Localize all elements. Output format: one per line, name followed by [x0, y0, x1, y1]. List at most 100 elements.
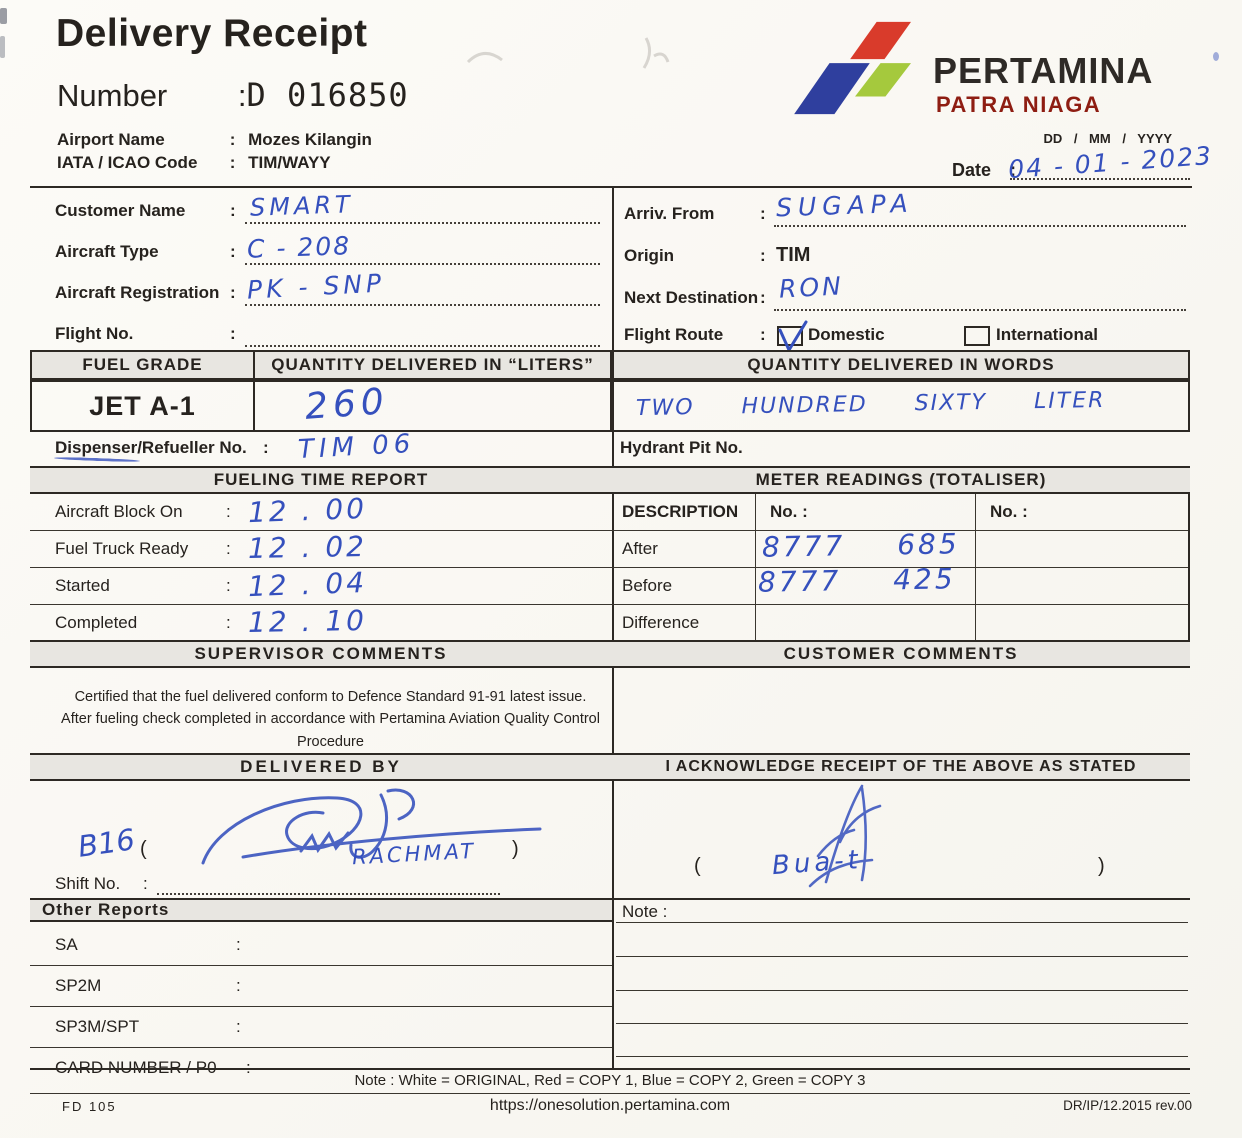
signature-delivered-by: [201, 788, 542, 865]
meter-readings-header: METER READINGS (TOTALISER): [755, 470, 1047, 489]
supervisor-comments-header: SUPERVISOR COMMENTS: [194, 644, 448, 663]
dispenser-row: Dispenser/Refueller No. : TIM 06: [30, 429, 612, 468]
handwritten-time: 12 . 00: [247, 491, 368, 530]
row-label: Aircraft Block On: [55, 502, 183, 521]
pencil-smudge: [466, 37, 670, 69]
handwritten-reading: 8777 685: [761, 527, 960, 564]
colon: :: [226, 613, 231, 632]
field-label: Customer Name: [55, 201, 186, 220]
footer-bottom-line: [30, 1093, 1190, 1094]
fuel-grade-value: JET A-1: [89, 390, 196, 421]
handwritten-time: 12 . 04: [247, 565, 368, 604]
words-header: QUANTITY DELIVERED IN WORDS: [747, 355, 1055, 374]
other-reports-band: Other Reports: [30, 898, 612, 922]
fuel-grade-header-cell: FUEL GRADE: [30, 350, 255, 380]
iata-icao-row: IATA / ICAO Code : TIM/WAYY: [57, 153, 331, 173]
colon: :: [246, 1058, 251, 1077]
note-ruled-line: [616, 1023, 1188, 1024]
international-checkbox: [964, 326, 990, 346]
hydrant-row: Hydrant Pit No.: [612, 430, 1190, 468]
row-label: Before: [622, 576, 673, 595]
dotted-line: [774, 291, 1186, 311]
fueling-time-table: Aircraft Block On : 12 . 00 Fuel Truck R…: [30, 491, 612, 644]
website-url: https://onesolution.pertamina.com: [489, 1097, 731, 1114]
field-label: Aircraft Type: [55, 242, 159, 261]
row-label: SP2M: [55, 976, 102, 995]
colon: :: [1010, 160, 1017, 180]
colon: :: [236, 935, 241, 954]
supervisor-comments-band: SUPERVISOR COMMENTS: [30, 640, 612, 668]
colon: :: [226, 539, 231, 558]
flight-route-row: Flight Route : Domestic International: [624, 320, 1190, 356]
header-divider: [30, 186, 1192, 188]
liters-value-cell: 260: [253, 380, 612, 432]
handwritten-acknowledge-name: Bua-t: [771, 844, 863, 882]
description-col-header: DESCRIPTION: [622, 502, 739, 521]
handwritten-value: SUGAPA: [775, 188, 915, 223]
field-label: Aircraft Registration: [55, 283, 220, 302]
row-label: Difference: [622, 613, 700, 632]
other-report-row: SA :: [30, 925, 612, 966]
dotted-line: [774, 207, 1186, 227]
shift-no-label: Shift No.: [55, 874, 121, 893]
meter-header-row: DESCRIPTION No. : No. :: [612, 494, 1188, 531]
dotted-line: [245, 286, 600, 306]
fuel-grade-header: FUEL GRADE: [82, 355, 203, 374]
dotted-line: [157, 876, 500, 895]
pertamina-logo-icon: [794, 21, 911, 115]
no-col-2-header: No. :: [990, 502, 1028, 521]
field-label: Arriv. From: [624, 204, 715, 223]
international-label: International: [996, 325, 1099, 344]
fueling-time-row: Completed : 12 . 10: [30, 603, 612, 644]
field-label: Origin: [624, 246, 675, 265]
scan-smudge: [0, 36, 5, 58]
meter-col-divider: [755, 494, 756, 640]
colon: :: [237, 78, 247, 113]
words-header-cell: QUANTITY DELIVERED IN WORDS: [612, 350, 1190, 380]
row-label: Fuel Truck Ready: [55, 539, 189, 558]
colon: :: [230, 324, 236, 343]
colon: :: [226, 576, 231, 595]
handwritten-value: C - 208: [246, 231, 352, 264]
airport-name-row: Airport Name : Mozes Kilangin: [57, 130, 372, 150]
paren-close: ): [512, 838, 519, 860]
note-ruled-line: [616, 922, 1188, 923]
fueling-time-row: Started : 12 . 04: [30, 565, 612, 605]
receipt-number-row: Number :D 016850: [57, 76, 409, 114]
handwritten-time: 12 . 10: [247, 603, 368, 640]
other-report-row: CARD NUMBER / P0 :: [30, 1048, 612, 1090]
row-label: After: [622, 539, 658, 558]
paren-close: ): [1098, 855, 1105, 877]
copy-color-note: Note : White = ORIGINAL, Red = COPY 1, B…: [354, 1072, 866, 1089]
handwritten-reading: 8777 425: [757, 562, 956, 599]
liters-header: QUANTITY DELIVERED IN “LITERS”: [271, 355, 594, 374]
handwritten-shift-note: B16: [75, 822, 137, 864]
date-row: Date :: [952, 160, 1016, 181]
certification-text: Certified that the fuel delivered confor…: [58, 686, 603, 753]
certification-line-1: Certified that the fuel delivered confor…: [74, 689, 587, 705]
meter-readings-header-band: METER READINGS (TOTALISER): [612, 466, 1190, 494]
origin-row: Origin : TIM: [624, 243, 1190, 277]
note-ruled-line: [616, 956, 1188, 957]
next-destination-row: Next Destination : RON: [624, 271, 1190, 319]
handwritten-value: RON: [778, 271, 845, 304]
brand-subtitle: PATRA NIAGA: [936, 92, 1102, 117]
other-reports-table: SA : SP2M : SP3M/SPT : CARD NUMBER / P0 …: [30, 925, 612, 1090]
date-dotted-line: [1010, 160, 1190, 180]
field-label: Flight Route: [624, 325, 724, 344]
signature-acknowledge: [808, 784, 882, 888]
colon: :: [229, 153, 236, 172]
meter-row-before: Before 8777 425: [612, 562, 1188, 605]
note-ruled-line: [616, 1056, 1188, 1057]
page-title: Delivery Receipt: [56, 12, 368, 55]
center-divider: [612, 186, 614, 1068]
certification-line-2: After fueling check completed in accorda…: [61, 711, 600, 750]
row-label: SA: [55, 935, 78, 954]
receipt-number-value: D 016850: [246, 76, 409, 114]
other-reports-header: Other Reports: [42, 900, 170, 919]
colon: :: [236, 1017, 241, 1036]
row-label: CARD NUMBER / P0: [55, 1058, 217, 1077]
colon: :: [236, 976, 241, 995]
aircraft-registration-row: Aircraft Registration : PK - SNP: [55, 268, 600, 314]
